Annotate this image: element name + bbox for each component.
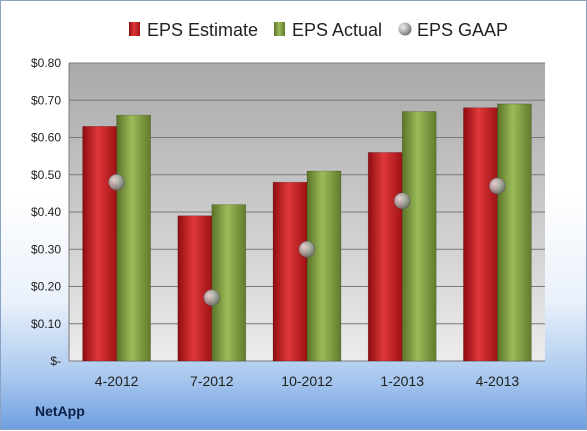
y-tick-label: $0.30	[31, 242, 61, 256]
y-axis-ticks: $0.80 $0.70 $0.60 $0.50 $0.40 $0.30 $0.20 $0.10…	[31, 56, 61, 368]
bar-eps-estimate	[177, 215, 213, 362]
bar-eps-estimate	[463, 107, 498, 362]
bar-eps-actual	[211, 204, 247, 362]
legend-label: EPS GAAP	[417, 20, 508, 40]
y-tick-label: $0.10	[31, 317, 61, 331]
x-category-label: 4-2012	[95, 373, 139, 389]
x-axis-categories: 4-2012 7-2012 10-2012 1-2013 4-2013	[95, 373, 520, 389]
legend-label: EPS Actual	[292, 20, 382, 40]
legend-swatch-eps-actual	[274, 22, 285, 36]
legend-swatch-eps-estimate	[129, 22, 140, 36]
point-eps-gaap	[203, 289, 221, 307]
x-category-label: 4-2013	[476, 373, 520, 389]
y-tick-label: $0.20	[31, 280, 61, 294]
legend: EPS Estimate EPS Actual EPS GAAP	[129, 20, 508, 40]
legend-label: EPS Estimate	[147, 20, 258, 40]
y-tick-label: $-	[50, 354, 61, 368]
y-tick-label: $0.80	[31, 56, 61, 70]
y-tick-label: $0.50	[31, 168, 61, 182]
point-eps-gaap	[108, 173, 126, 191]
x-category-label: 7-2012	[190, 373, 234, 389]
bar-eps-estimate	[272, 181, 308, 362]
point-eps-gaap	[298, 240, 316, 258]
point-eps-gaap	[488, 177, 506, 195]
bars	[82, 103, 532, 362]
bar-eps-estimate	[82, 126, 117, 362]
company-label: NetApp	[35, 403, 85, 419]
point-eps-gaap	[393, 192, 411, 210]
bar-eps-actual	[401, 111, 437, 362]
x-category-label: 1-2013	[380, 373, 424, 389]
gaap-points	[108, 173, 506, 307]
bar-eps-estimate	[367, 152, 403, 362]
x-category-label: 10-2012	[281, 373, 333, 389]
y-tick-label: $0.70	[31, 93, 61, 107]
bar-eps-actual	[116, 114, 151, 362]
bar-eps-actual	[306, 170, 342, 362]
legend-swatch-eps-gaap	[398, 22, 412, 36]
bar-eps-actual	[497, 103, 532, 362]
y-tick-label: $0.40	[31, 205, 61, 219]
y-tick-label: $0.60	[31, 131, 61, 145]
